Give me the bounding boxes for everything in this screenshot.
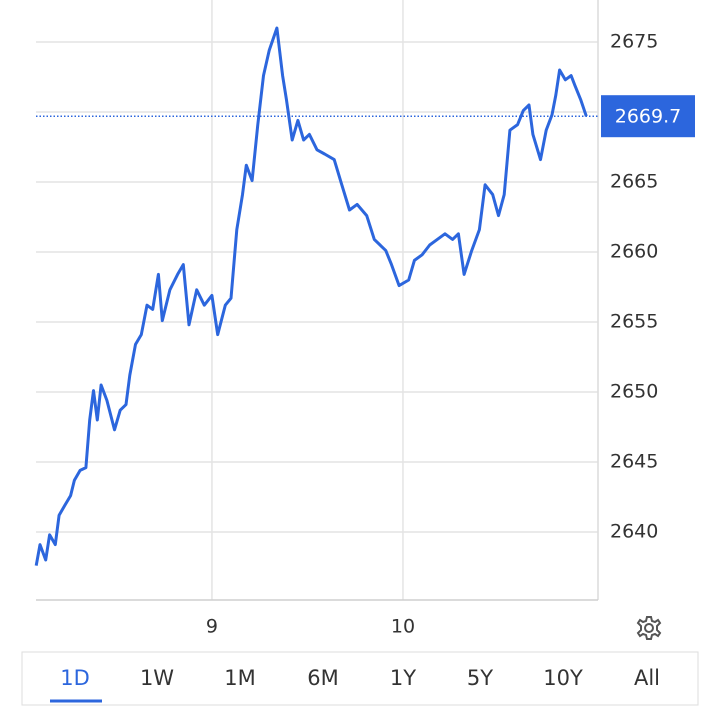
x-tick-label: 9: [206, 616, 218, 638]
range-tab[interactable]: 6M: [307, 666, 338, 690]
y-tick-label: 2655: [610, 311, 658, 333]
y-tick-label: 2660: [610, 241, 658, 263]
y-tick-label: 2675: [610, 31, 658, 53]
y-tick-label: 2645: [610, 451, 658, 473]
range-tab[interactable]: 1M: [224, 666, 255, 690]
last-price-box: [601, 95, 695, 138]
y-tick-label: 2640: [610, 521, 658, 543]
range-tab[interactable]: 1Y: [390, 666, 416, 690]
tab-bar: [21, 651, 699, 706]
x-tick-label: 10: [391, 616, 415, 638]
y-tick-label: 2650: [610, 381, 658, 403]
last-price-label: 2669.7: [615, 106, 681, 128]
range-tab[interactable]: 10Y: [543, 666, 583, 690]
range-tab[interactable]: 1W: [140, 666, 174, 690]
range-tab[interactable]: All: [634, 666, 660, 690]
range-tab[interactable]: 1D: [60, 666, 90, 690]
price-line: [34, 26, 588, 566]
settings-icon[interactable]: [636, 616, 662, 640]
range-tab[interactable]: 5Y: [467, 666, 493, 690]
y-tick-label: 2665: [610, 171, 658, 193]
